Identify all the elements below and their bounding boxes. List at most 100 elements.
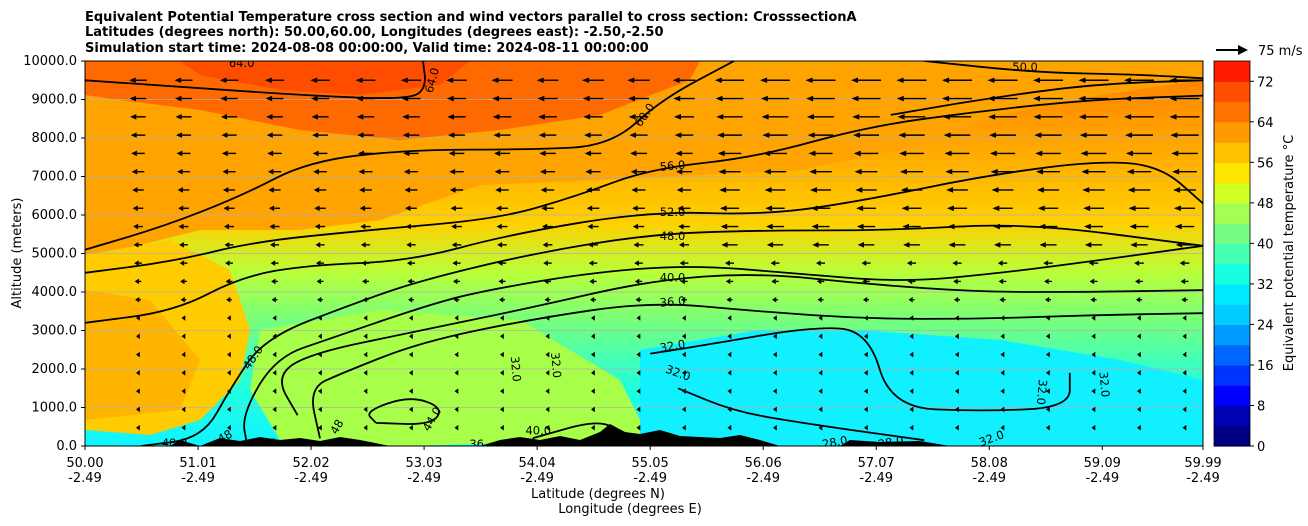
x-tick-label-lat: 50.00	[66, 456, 103, 471]
wind-vector-head	[358, 168, 365, 175]
wind-vector-head	[588, 260, 594, 266]
wind-vector-head	[318, 406, 322, 413]
colorbar-segment	[1214, 243, 1250, 255]
wind-vector-head	[636, 388, 641, 394]
wind-vector-head	[899, 168, 907, 175]
wind-vector-head	[1135, 278, 1140, 285]
wind-vector-head	[727, 406, 732, 413]
wind-vector-head	[452, 260, 458, 266]
contour-line-60	[890, 79, 1203, 116]
wind-vector-head	[1134, 260, 1140, 266]
wind-vector-head	[223, 205, 229, 212]
y-axis-ticks: 0.0 1000.0 2000.0 3000.0 4000.0 5000.0 6000.0 7…	[23, 54, 85, 454]
field-cyan-lower	[640, 330, 1203, 446]
wind-vector-head	[627, 77, 635, 84]
wind-vector-head	[1091, 333, 1096, 340]
wind-vector-head	[181, 333, 186, 340]
wind-vector-head	[545, 333, 550, 340]
wind-vector-head	[1034, 132, 1042, 138]
wind-vector-head	[760, 95, 768, 102]
wind-vector-head	[809, 168, 817, 175]
wind-vector-head	[454, 388, 459, 394]
wind-vector-head	[856, 223, 864, 230]
colorbar-segment	[1214, 61, 1250, 72]
wind-vector-head	[1125, 132, 1133, 138]
x-tick-label-lon: -2.49	[294, 471, 328, 486]
colorbar-segment	[1214, 81, 1250, 92]
y-tick-label: 5000.0	[32, 247, 78, 262]
wind-vector-head	[855, 187, 863, 193]
x-tick-label-lon: -2.49	[520, 471, 554, 486]
wind-vector-head	[909, 388, 914, 394]
wind-vector-head	[634, 260, 639, 266]
wind-vector-head	[582, 95, 590, 102]
wind-vector-head	[672, 77, 680, 84]
colorbar-segment	[1214, 385, 1250, 396]
wind-vector-head	[900, 187, 908, 193]
wind-vector-head	[178, 223, 184, 230]
colorbar-segment	[1214, 425, 1250, 437]
contour-line-44	[243, 244, 1203, 446]
wind-vector-head	[589, 278, 594, 285]
wind-vector-head	[178, 205, 184, 212]
x-tick-label-lat: 55.05	[632, 456, 669, 471]
wind-vector-head	[272, 333, 277, 340]
wind-vector-head	[716, 114, 724, 120]
wind-vector-head	[1039, 242, 1046, 248]
wind-vector-head	[500, 315, 504, 321]
wind-vector-head	[864, 351, 868, 358]
wind-vector-head	[817, 296, 822, 303]
wind-vector-head	[766, 223, 773, 230]
wind-vector-head	[725, 278, 731, 285]
wind-vector-head	[909, 424, 914, 431]
wind-vector-head	[497, 242, 503, 248]
wind-vector-head	[403, 150, 410, 157]
wind-vector-head	[632, 223, 639, 230]
colorbar-segment	[1214, 273, 1250, 285]
contour-label: 28.0	[877, 433, 905, 451]
wind-vector-head	[636, 351, 641, 358]
wind-vector-head	[591, 424, 595, 431]
wind-vector-head	[909, 351, 914, 358]
wind-vectors	[129, 77, 1200, 431]
wind-vector-head	[363, 388, 368, 394]
x-tick-label-lat: 54.04	[519, 456, 556, 471]
wind-vector-head	[1000, 370, 1005, 376]
wind-vector-head	[763, 150, 771, 157]
wind-vector-head	[907, 278, 913, 285]
contour-line-64	[924, 61, 1203, 80]
colorbar-segment	[1214, 405, 1250, 417]
wind-vector-head	[582, 77, 590, 84]
wind-vector-head	[355, 77, 363, 84]
wind-vector-head	[409, 406, 413, 413]
field-orange-lowleft	[85, 290, 200, 420]
wind-vector-head	[227, 406, 231, 413]
wind-vector-head	[909, 370, 914, 376]
colorbar-segment	[1214, 395, 1250, 407]
wind-vector-head	[588, 242, 594, 248]
wind-vector-head	[955, 406, 959, 413]
wind-vector-head	[719, 187, 727, 193]
wind-vector-head	[177, 168, 183, 175]
contour-label: 32.0	[1096, 371, 1112, 398]
wind-vector-head	[1084, 242, 1092, 248]
wind-vector-head	[1124, 114, 1132, 120]
y-tick-label: 0.0	[56, 439, 77, 454]
wind-vector-head	[942, 95, 950, 102]
wind-vector-head	[1173, 187, 1181, 193]
wind-vector-head	[134, 260, 139, 266]
wind-vector-head	[409, 424, 413, 431]
wind-vector-head	[500, 351, 504, 358]
wind-vector-head	[862, 278, 867, 285]
wind-vector-head	[908, 296, 913, 303]
wind-vector-head	[357, 132, 364, 138]
wind-vector-head	[363, 424, 368, 431]
wind-vector-head	[268, 187, 274, 193]
wind-vector-head	[318, 333, 322, 340]
wind-vector-head	[356, 114, 364, 120]
wind-vector-head	[360, 242, 366, 248]
colorbar-label: Equivalent potential temperature °C	[1282, 135, 1297, 371]
x-tick-label-lon: -2.49	[68, 471, 102, 486]
wind-vector-head	[268, 205, 275, 212]
wind-vector-head	[1090, 296, 1095, 303]
